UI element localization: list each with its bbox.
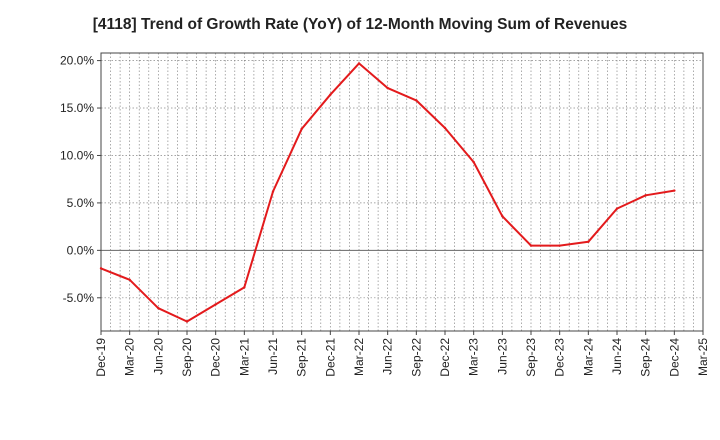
x-tick-label: Dec-24 — [667, 338, 681, 377]
x-tick-label: Sep-21 — [295, 338, 309, 377]
data-point — [529, 244, 533, 247]
y-tick-label: 5.0% — [67, 196, 95, 210]
data-point — [357, 62, 361, 65]
data-point — [644, 194, 647, 197]
x-tick-label: Mar-21 — [237, 338, 251, 376]
data-point — [587, 240, 590, 244]
data-point — [443, 126, 447, 130]
y-tick-label: 20.0% — [60, 54, 94, 68]
chart-title: [4118] Trend of Growth Rate (YoY) of 12-… — [92, 16, 628, 33]
data-point — [128, 278, 131, 281]
data-point — [243, 286, 246, 289]
data-point — [185, 320, 189, 323]
x-tick-label: Mar-20 — [123, 338, 137, 376]
data-point — [271, 190, 275, 193]
y-tick-label: 0.0% — [67, 243, 95, 257]
x-tick-label: Mar-25 — [696, 338, 710, 376]
data-point — [673, 189, 676, 192]
data-point — [214, 303, 217, 306]
x-tick-label: Jun-20 — [151, 338, 165, 375]
x-tick-label: Sep-23 — [524, 338, 538, 377]
axes — [97, 52, 704, 335]
plot-area-frame — [100, 52, 704, 332]
data-point — [472, 160, 475, 164]
x-tick-label: Sep-20 — [180, 338, 194, 377]
x-tick-label: Sep-24 — [639, 338, 653, 377]
x-tick-label: Mar-23 — [467, 338, 481, 376]
x-tick-label: Sep-22 — [409, 338, 423, 377]
x-tick-label: Mar-24 — [581, 338, 595, 376]
data-point — [157, 307, 160, 310]
x-tick-label: Dec-19 — [94, 338, 108, 377]
tick-labels: 20.0% 15.0% 10.0% 5.0% 0.0% -5.0% Dec-19 Mar-20… — [60, 54, 710, 377]
data-point — [386, 86, 389, 90]
x-tick-label: Jun-22 — [381, 338, 395, 375]
data-point — [558, 244, 561, 247]
data-point — [329, 93, 332, 96]
x-tick-label: Dec-23 — [553, 338, 567, 377]
data-point — [300, 127, 303, 131]
data-point — [415, 99, 418, 102]
x-tick-label: Dec-22 — [438, 338, 452, 377]
y-tick-label: 10.0% — [60, 148, 94, 162]
x-tick-label: Dec-20 — [209, 338, 223, 377]
data-point — [99, 267, 103, 270]
series-layer — [99, 62, 676, 323]
x-tick-label: Jun-21 — [266, 338, 280, 375]
gridlines — [101, 53, 703, 331]
y-tick-label: 15.0% — [60, 101, 94, 115]
x-tick-label: Jun-23 — [495, 338, 509, 375]
data-point — [615, 207, 619, 210]
y-tick-label: -5.0% — [63, 291, 95, 305]
x-tick-label: Jun-24 — [610, 338, 624, 375]
data-point — [501, 214, 504, 218]
x-tick-label: Dec-21 — [323, 338, 337, 377]
x-tick-label: Mar-22 — [352, 338, 366, 376]
